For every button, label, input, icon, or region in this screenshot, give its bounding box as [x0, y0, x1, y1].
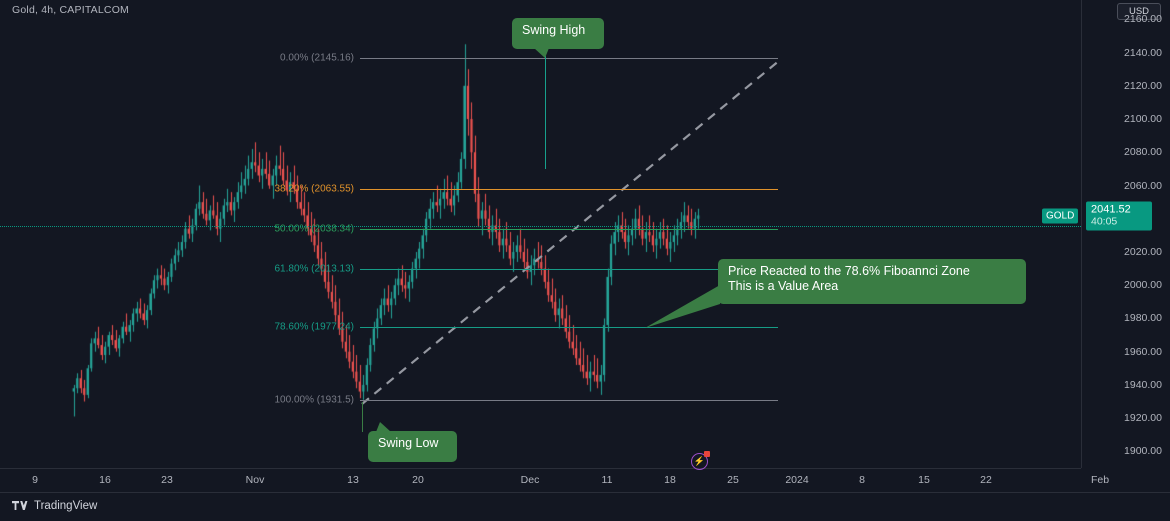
price-tick: 2120.00	[1124, 79, 1162, 92]
symbol-price-tag: GOLD	[1042, 208, 1079, 224]
time-tick: 2024	[785, 474, 809, 486]
fib-level-label: 50.00% (2038.34)	[274, 223, 354, 235]
swing-low-marker-line	[362, 402, 363, 432]
swing-high-marker-line	[545, 56, 546, 169]
bottom-status-bar: TradingView	[0, 492, 1170, 521]
current-price-line	[0, 226, 1081, 227]
time-tick: 9	[32, 474, 38, 486]
price-tick: 1960.00	[1124, 345, 1162, 358]
current-price-value: 2041.52	[1091, 203, 1131, 216]
time-axis[interactable]: 9 16 23 Nov 13 20 Dec 11 18 25 2024 8 15 22 Feb	[0, 468, 1109, 492]
price-tick: 2080.00	[1124, 146, 1162, 159]
time-tick: Dec	[520, 474, 540, 486]
economic-event-icon[interactable]: ⚡	[691, 451, 710, 470]
time-tick: Nov	[245, 474, 265, 486]
symbol-header[interactable]: Gold, 4h, CAPITALCOM	[12, 4, 130, 16]
fib-level-line	[360, 58, 778, 59]
bar-countdown: 40:05	[1091, 215, 1118, 228]
fib-level-label: 0.00% (2145.16)	[280, 52, 354, 64]
price-tick: 1940.00	[1124, 378, 1162, 391]
time-tick: 22	[980, 474, 992, 486]
fib-level-line	[360, 189, 778, 190]
time-tick: 23	[161, 474, 173, 486]
time-tick: Feb	[1090, 474, 1110, 486]
swing-high-callout[interactable]: Swing High	[512, 18, 604, 49]
tradingview-mark-icon	[12, 500, 29, 512]
price-tick: 2020.00	[1124, 245, 1162, 258]
current-price-badge[interactable]: 2041.52 40:05	[1086, 201, 1152, 231]
time-tick: 20	[412, 474, 424, 486]
swing-low-callout-tail	[376, 422, 391, 432]
time-tick: 11	[601, 474, 613, 486]
price-tick: 1980.00	[1124, 312, 1162, 325]
lightning-bolt-glyph: ⚡	[693, 456, 706, 466]
chart-pane[interactable]: 0.00% (2145.16) 38.20% (2063.55) 50.00% (2…	[0, 16, 1081, 468]
time-tick: 25	[727, 474, 739, 486]
fib-level-line	[360, 400, 778, 401]
currency-button[interactable]: USD	[1117, 3, 1161, 20]
value-area-callout[interactable]: Price Reacted to the 78.6% Fiboannci Zon…	[718, 259, 1026, 304]
fib-level-line	[360, 327, 778, 328]
price-tick: 1920.00	[1124, 412, 1162, 425]
swing-low-callout[interactable]: Swing Low	[368, 431, 457, 462]
tradingview-logo[interactable]: TradingView	[12, 500, 97, 512]
event-badge-square	[704, 451, 710, 457]
time-tick: 13	[347, 474, 359, 486]
fib-level-label: 61.80% (2013.13)	[274, 263, 354, 275]
tradingview-brand-label: TradingView	[34, 500, 98, 512]
price-tick: 2060.00	[1124, 179, 1162, 192]
time-tick: 18	[664, 474, 676, 486]
price-tick: 2000.00	[1124, 279, 1162, 292]
fib-level-line	[360, 269, 778, 270]
time-tick: 8	[859, 474, 865, 486]
price-tick: 2160.00	[1124, 13, 1162, 26]
fib-level-label: 78.60% (1977.24)	[274, 321, 354, 333]
price-tick: 2140.00	[1124, 46, 1162, 59]
fib-level-label: 100.00% (1931.5)	[274, 394, 354, 406]
fib-level-label: 38.20% (2063.55)	[274, 183, 354, 195]
swing-high-callout-tail	[534, 48, 549, 58]
price-tick: 1900.00	[1124, 445, 1162, 458]
price-tick: 2100.00	[1124, 113, 1162, 126]
time-tick: 16	[99, 474, 111, 486]
time-tick: 15	[918, 474, 930, 486]
fib-level-line	[360, 229, 778, 230]
price-axis[interactable]: USD 2160.00 2140.00 2120.00 2100.00 2080.00 2…	[1042, 0, 1170, 468]
